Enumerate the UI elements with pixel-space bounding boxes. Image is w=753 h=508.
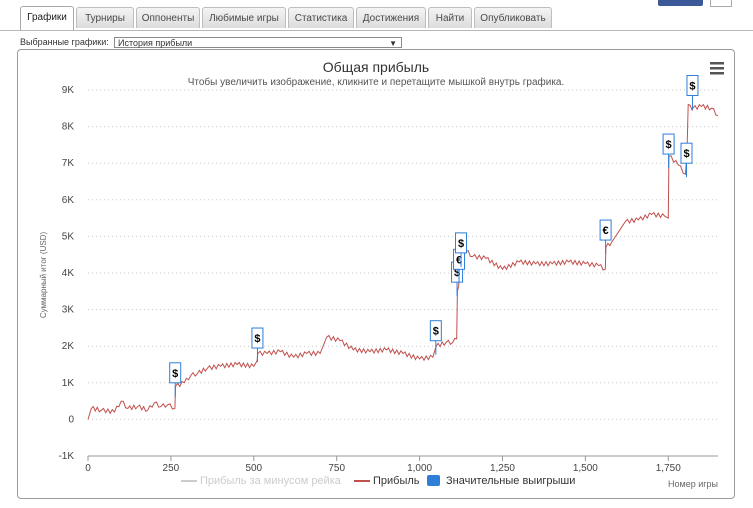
series-layer: [87, 103, 719, 420]
legend-item-profit[interactable]: Прибыль: [354, 475, 420, 487]
chart-title: Общая прибыль: [323, 59, 429, 75]
x-axis-ticks: 0 250 500 750 1,000 1,250 1,500 1,750: [85, 456, 681, 474]
chart-selector-label: Выбранные графики:: [20, 37, 109, 47]
flag-symbol: $: [683, 148, 689, 160]
big-win-flag[interactable]: €: [599, 219, 612, 255]
tab-publish[interactable]: Опубликовать: [474, 7, 552, 28]
y-tick-label: 7K: [62, 158, 75, 169]
flag-box: [599, 219, 612, 241]
flag-box: [680, 142, 693, 164]
flag-box: [251, 327, 264, 349]
dropdown-arrow-icon: ▼: [389, 39, 397, 48]
flag-symbol: $: [454, 267, 460, 279]
flag-symbol: $: [254, 333, 260, 345]
big-win-flag[interactable]: $: [169, 362, 182, 397]
tab-statistics[interactable]: Статистика: [288, 7, 354, 28]
legend-item-net-profit[interactable]: Прибыль за минусом рейка: [181, 475, 342, 487]
profit-chart[interactable]: Общая прибыль Чтобы увеличить изображени…: [18, 50, 734, 498]
legend-flag-swatch: [427, 475, 440, 486]
chart-subtitle: Чтобы увеличить изображение, кликните и …: [188, 76, 565, 88]
x-axis-label: Номер игры: [668, 479, 718, 489]
chart-container[interactable]: Общая прибыль Чтобы увеличить изображени…: [17, 49, 735, 499]
big-win-flag[interactable]: $: [686, 74, 699, 110]
y-tick-label: -1K: [58, 451, 74, 462]
legend-item-big-wins[interactable]: Значительные выигрыши: [427, 475, 575, 487]
y-tick-label: 6K: [62, 195, 75, 206]
legend-label-net-profit: Прибыль за минусом рейка: [200, 475, 342, 487]
y-tick-label: 9K: [62, 85, 75, 96]
flag-symbol: €: [456, 254, 462, 266]
tab-find[interactable]: Найти: [428, 7, 472, 28]
flag-symbol: $: [689, 80, 695, 92]
flag-symbol: €: [603, 225, 609, 237]
big-win-flag[interactable]: $: [680, 142, 693, 178]
y-tick-label: 4K: [62, 268, 75, 279]
y-tick-label: 5K: [62, 231, 75, 242]
legend-label-big-wins: Значительные выигрыши: [446, 475, 575, 487]
menu-icon[interactable]: [710, 62, 724, 75]
grid-lines: [88, 89, 718, 457]
markers-layer: $$$$€$€$$$: [169, 74, 699, 397]
tab-opponents[interactable]: Оппоненты: [136, 7, 200, 28]
big-win-flag[interactable]: $: [455, 232, 468, 267]
x-tick-label: 1,750: [656, 463, 681, 474]
profit-series-line[interactable]: [87, 103, 719, 420]
y-tick-label: 8K: [62, 122, 75, 133]
x-tick-label: 1,500: [573, 463, 598, 474]
big-win-flag[interactable]: $: [251, 327, 264, 363]
flag-box: [455, 232, 468, 254]
tab-tournaments[interactable]: Турниры: [76, 7, 134, 28]
x-tick-label: 0: [85, 463, 91, 474]
flag-box: [429, 320, 442, 342]
chart-selector-value: История прибыли: [118, 38, 193, 48]
flag-symbol: $: [666, 139, 672, 151]
x-tick-label: 250: [163, 463, 180, 474]
tab-favorite-games[interactable]: Любимые игры: [202, 7, 286, 28]
flag-symbol: $: [433, 326, 439, 338]
x-tick-label: 750: [328, 463, 345, 474]
chart-selector-dropdown[interactable]: История прибыли ▼: [114, 37, 402, 48]
flag-box: [686, 74, 699, 96]
x-tick-label: 1,250: [490, 463, 515, 474]
big-win-flag[interactable]: $: [429, 320, 442, 355]
y-tick-label: 0: [68, 414, 74, 425]
tab-charts[interactable]: Графики: [20, 6, 74, 30]
x-tick-label: 1,000: [407, 463, 432, 474]
tab-bar: Графики Турниры Оппоненты Любимые игры С…: [0, 0, 753, 31]
flag-box: [169, 362, 182, 384]
y-tick-label: 3K: [62, 305, 75, 316]
y-axis-label: Суммарный итог (USD): [39, 232, 48, 319]
big-win-flag[interactable]: $: [662, 133, 675, 169]
legend-label-profit: Прибыль: [373, 475, 420, 487]
y-axis-ticks: -1K 0 1K 2K 3K 4K 5K 6K 7K 8K 9K: [58, 85, 74, 462]
top-right-button[interactable]: [710, 0, 732, 7]
flag-box: [662, 133, 675, 155]
y-tick-label: 1K: [62, 378, 75, 389]
facebook-button[interactable]: [658, 0, 703, 6]
legend: Прибыль за минусом рейка Прибыль Значите…: [181, 475, 575, 487]
x-tick-label: 500: [245, 463, 262, 474]
flag-symbol: $: [172, 368, 178, 380]
flag-symbol: $: [458, 238, 464, 250]
y-tick-label: 2K: [62, 341, 75, 352]
tab-achievements[interactable]: Достижения: [356, 7, 426, 28]
